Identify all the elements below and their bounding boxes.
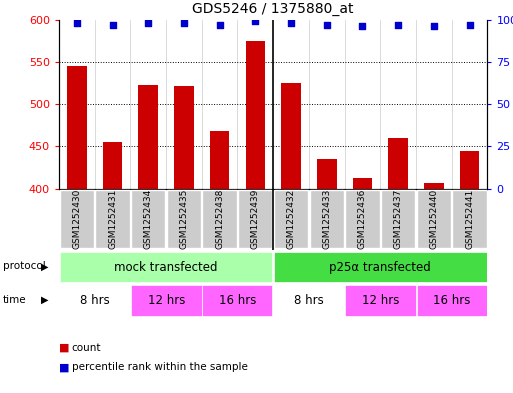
Bar [388,138,408,189]
Text: GSM1252436: GSM1252436 [358,189,367,249]
Text: protocol: protocol [3,261,45,272]
Text: 12 hrs: 12 hrs [362,294,399,307]
FancyBboxPatch shape [381,190,415,248]
Bar [281,83,301,189]
Text: GSM1252438: GSM1252438 [215,189,224,249]
Bar [103,142,123,189]
FancyBboxPatch shape [238,190,272,248]
Text: GSM1252441: GSM1252441 [465,189,474,249]
Text: GSM1252431: GSM1252431 [108,189,117,249]
Text: GSM1252440: GSM1252440 [429,189,438,249]
Text: ■: ■ [59,362,69,373]
Text: count: count [72,343,102,353]
FancyBboxPatch shape [167,190,201,248]
Bar [460,151,479,189]
Bar [210,131,229,189]
FancyBboxPatch shape [60,252,272,283]
FancyBboxPatch shape [452,190,487,248]
Text: ▶: ▶ [41,261,49,272]
FancyBboxPatch shape [131,190,165,248]
Text: 8 hrs: 8 hrs [80,294,110,307]
FancyBboxPatch shape [274,285,345,316]
Point [287,20,295,26]
FancyBboxPatch shape [274,252,487,283]
Text: 16 hrs: 16 hrs [219,294,256,307]
Bar [317,159,337,189]
Bar [424,183,444,189]
Point [430,23,438,29]
Text: GSM1252430: GSM1252430 [72,189,82,249]
Text: GSM1252435: GSM1252435 [180,189,188,249]
FancyBboxPatch shape [203,190,237,248]
FancyBboxPatch shape [345,285,416,316]
FancyBboxPatch shape [131,285,202,316]
Text: GSM1252433: GSM1252433 [322,189,331,249]
Point [144,20,152,26]
Point [358,23,366,29]
Point [251,18,260,24]
FancyBboxPatch shape [60,285,130,316]
Point [73,20,81,26]
Text: ▶: ▶ [41,295,49,305]
Bar [174,86,194,189]
Point [215,22,224,28]
Bar [67,66,87,189]
Point [108,22,116,28]
Text: GSM1252437: GSM1252437 [393,189,403,249]
Text: 12 hrs: 12 hrs [148,294,185,307]
Text: 16 hrs: 16 hrs [433,294,470,307]
Bar [139,85,158,189]
FancyBboxPatch shape [203,285,272,316]
Text: time: time [3,295,26,305]
Text: mock transfected: mock transfected [114,261,218,274]
FancyBboxPatch shape [417,190,451,248]
Point [180,20,188,26]
Text: 8 hrs: 8 hrs [294,294,324,307]
Bar [246,41,265,189]
FancyBboxPatch shape [95,190,130,248]
Point [394,22,402,28]
Point [465,22,473,28]
FancyBboxPatch shape [60,190,94,248]
Bar [352,178,372,189]
Point [323,22,331,28]
Text: ■: ■ [59,343,69,353]
Text: GSM1252434: GSM1252434 [144,189,153,249]
Text: GSM1252432: GSM1252432 [287,189,295,249]
Text: GSM1252439: GSM1252439 [251,189,260,249]
Title: GDS5246 / 1375880_at: GDS5246 / 1375880_at [192,2,354,16]
Text: percentile rank within the sample: percentile rank within the sample [72,362,248,373]
FancyBboxPatch shape [274,190,308,248]
FancyBboxPatch shape [309,190,344,248]
FancyBboxPatch shape [345,190,380,248]
Text: p25α transfected: p25α transfected [329,261,431,274]
FancyBboxPatch shape [417,285,487,316]
